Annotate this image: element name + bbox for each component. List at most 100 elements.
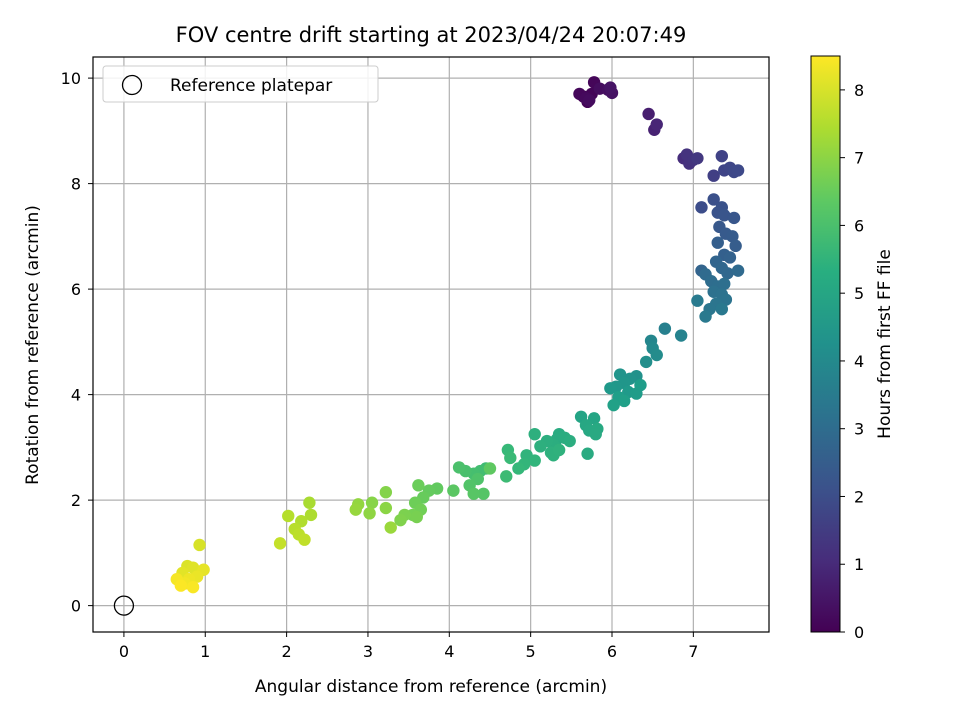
colorbar-tick-label: 6 [854, 216, 864, 235]
y-tick-label: 8 [71, 175, 81, 194]
scatter-point [715, 302, 729, 316]
scatter-point [504, 451, 517, 465]
scatter-point [528, 427, 541, 441]
scatter-point [731, 264, 745, 277]
scatter-point [618, 394, 631, 408]
colorbar-tick-label: 8 [854, 81, 864, 100]
scatter-point [186, 580, 200, 594]
scatter-point [707, 193, 720, 206]
x-tick-label: 5 [526, 642, 536, 661]
scatter-point [731, 164, 745, 177]
y-tick-label: 6 [71, 280, 81, 299]
scatter-point [650, 348, 663, 362]
scatter-point [379, 486, 393, 499]
scatter-point [534, 440, 547, 453]
colorbar-ticks: 0 1 2 3 4 5 6 7 8 [840, 81, 864, 642]
y-tick-label: 0 [71, 597, 81, 616]
scatter-point [193, 538, 206, 552]
legend: Reference platepar [102, 65, 379, 103]
scatter-point [412, 479, 425, 492]
data-points [170, 76, 745, 594]
scatter-point [349, 503, 362, 516]
scatter-point [650, 118, 663, 131]
scatter-point [483, 462, 497, 475]
scatter-point [447, 484, 460, 497]
scatter-point [304, 508, 318, 522]
scatter-point [298, 533, 311, 546]
scatter-point [715, 149, 729, 163]
scatter-point [379, 501, 393, 515]
scatter-point [691, 152, 704, 165]
scatter-point [723, 251, 737, 264]
scatter-point [639, 355, 653, 369]
scatter-point [467, 487, 480, 500]
scatter-point [691, 294, 704, 307]
scatter-point [721, 267, 734, 280]
y-axis-ticks: 0 2 4 6 8 10 [61, 69, 93, 616]
scatter-point [718, 209, 731, 222]
x-tick-label: 4 [444, 642, 454, 661]
colorbar-tick-label: 3 [854, 420, 864, 439]
scatter-point [363, 507, 376, 520]
scatter-point [719, 293, 733, 306]
y-tick-label: 4 [71, 386, 81, 405]
colorbar-tick-label: 0 [854, 623, 864, 642]
scatter-point [528, 454, 541, 467]
scatter-point [699, 310, 712, 323]
y-tick-label: 2 [71, 491, 81, 510]
colorbar-tick-label: 5 [854, 284, 864, 303]
chart-title: FOV centre drift starting at 2023/04/24 … [176, 23, 687, 47]
scatter-point [604, 81, 617, 94]
scatter-point [642, 107, 655, 121]
scatter-point [452, 461, 466, 474]
x-tick-label: 6 [607, 642, 617, 661]
x-axis-label: Angular distance from reference (arcmin) [255, 677, 607, 697]
scatter-point [658, 322, 672, 335]
scatter-point [303, 496, 316, 509]
scatter-point [563, 434, 576, 448]
colorbar-tick-label: 4 [854, 352, 864, 371]
legend-box [102, 65, 379, 103]
y-axis-label: Rotation from reference (arcmin) [23, 205, 43, 485]
scatter-point [674, 329, 688, 342]
colorbar-tick-label: 7 [854, 149, 864, 168]
scatter-point [477, 487, 490, 500]
scatter-point [500, 470, 513, 483]
colorbar-label: Hours from first FF file [875, 249, 895, 439]
y-tick-label: 10 [61, 69, 81, 88]
colorbar-tick-label: 2 [854, 487, 864, 506]
colorbar-tick-label: 1 [854, 555, 864, 574]
x-tick-label: 0 [119, 642, 129, 661]
scatter-point [727, 211, 741, 225]
scatter-point [394, 513, 407, 527]
scatter-point [695, 201, 708, 214]
scatter-point [512, 462, 525, 475]
scatter-point [711, 236, 724, 249]
scatter-point [634, 378, 647, 392]
scatter-point [273, 537, 287, 550]
plot-frame [92, 56, 770, 633]
x-tick-label: 7 [688, 642, 698, 661]
legend-label: Reference platepar [170, 76, 332, 96]
scatter-point [410, 510, 423, 524]
scatter-point [707, 169, 720, 182]
scatter-point [583, 94, 596, 107]
scatter-point [365, 496, 379, 509]
scatter-point [581, 447, 594, 460]
reference-platepar-point [113, 595, 135, 616]
legend-marker-open-circle [121, 74, 143, 96]
x-tick-label: 1 [200, 642, 210, 661]
scatter-point [552, 443, 566, 457]
scatter-point [174, 579, 188, 592]
scatter-point [587, 412, 601, 425]
scatter-point [589, 427, 602, 441]
scatter-point [282, 509, 295, 523]
reference-marker-layer [113, 595, 135, 616]
scatter-point [607, 398, 620, 412]
x-tick-label: 3 [363, 642, 373, 661]
grid-lines [93, 57, 769, 632]
colorbar-gradient [810, 55, 841, 633]
scatter-point [604, 382, 617, 395]
x-axis-ticks: 0 1 2 3 4 5 6 7 [119, 632, 698, 661]
